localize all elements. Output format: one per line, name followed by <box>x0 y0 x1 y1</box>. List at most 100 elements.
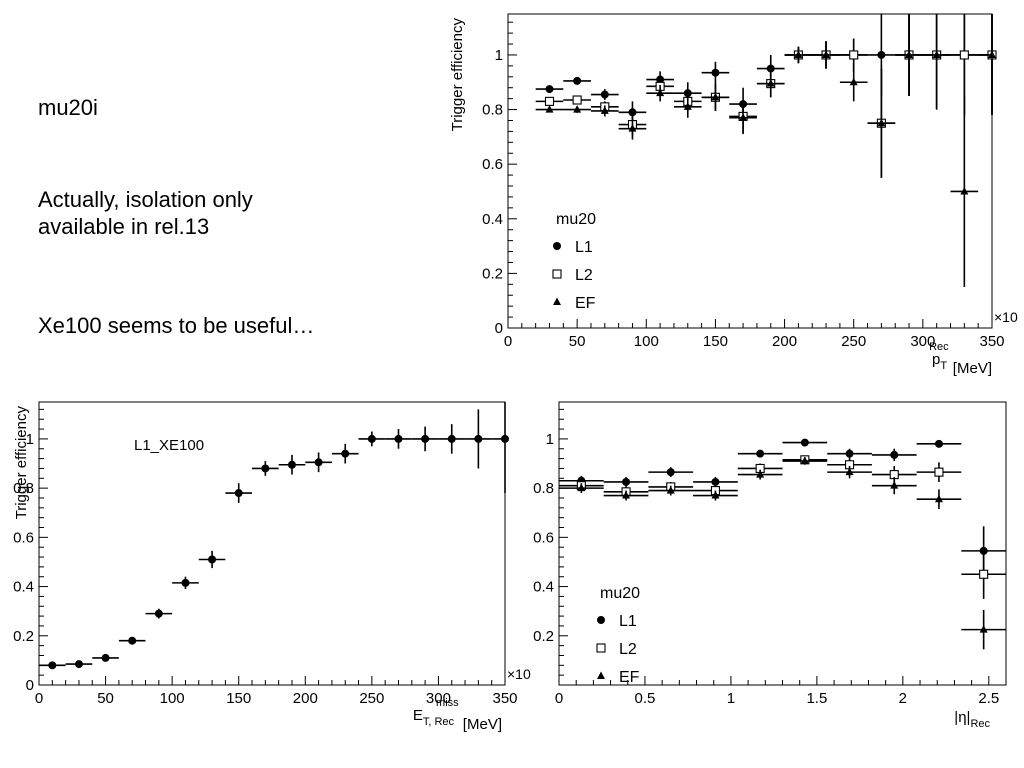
x-tick-label: 0 <box>504 333 512 350</box>
data-point <box>128 636 137 645</box>
x-tick-label: 100 <box>634 333 659 350</box>
y-tick-label: 0 <box>26 677 34 694</box>
data-point <box>314 458 323 467</box>
x-tick-label: 100 <box>160 690 185 707</box>
data-point <box>800 438 809 447</box>
legend: mu20 L1 L2 EF <box>596 585 640 686</box>
data-point <box>341 449 350 458</box>
data-point <box>628 108 637 117</box>
x-axis-label-sub: T <box>940 360 947 372</box>
x-tick-label: 350 <box>492 690 517 707</box>
data-point <box>711 491 720 499</box>
series-ef <box>559 456 1006 650</box>
data-point <box>683 102 692 110</box>
data-point <box>501 434 509 443</box>
legend-entry: L2 <box>619 641 637 658</box>
data-point <box>421 434 430 443</box>
x-tick-label: 1.5 <box>806 690 827 707</box>
chart-annotation: L1_XE100 <box>134 437 204 454</box>
data-point <box>600 90 609 99</box>
legend-marker <box>553 297 561 305</box>
data-point <box>849 77 858 86</box>
data-point <box>474 434 483 443</box>
data-point <box>447 434 456 443</box>
data-point <box>48 661 57 670</box>
data-point <box>794 50 803 58</box>
data-point <box>711 68 720 77</box>
legend-entry: EF <box>575 295 596 312</box>
legend-entry: L1 <box>619 613 637 630</box>
x-axis-label-main: E <box>413 707 423 724</box>
data-point <box>845 449 854 458</box>
data-point <box>849 50 859 60</box>
data-point <box>766 64 775 73</box>
data-point <box>959 50 969 60</box>
y-tick-label: 0.8 <box>533 480 554 497</box>
legend-marker <box>597 671 605 679</box>
y-tick-label: 0.2 <box>13 628 34 645</box>
data-point <box>261 464 270 473</box>
note-line: mu20i <box>38 95 98 120</box>
x-tick-label: 150 <box>226 690 251 707</box>
x-tick-label: 150 <box>703 333 728 350</box>
x-axis-label: pT Rec [MeV] <box>929 341 992 377</box>
efficiency-vs-pt-chart: 0 50 100 150 200 250 300 350 0 0.2 0.4 0.6 0.8 1 ×10 Tr… <box>449 13 1018 377</box>
y-axis-label: Trigger efficiency <box>13 406 30 520</box>
x-tick-label: 0.5 <box>635 690 656 707</box>
x-axis-label-sup: Rec <box>929 341 949 353</box>
data-point <box>656 88 665 97</box>
y-tick-label: 0 <box>495 320 503 337</box>
x-axis-label-unit: [MeV] <box>459 716 502 733</box>
data-point <box>934 439 943 448</box>
data-point <box>890 481 899 489</box>
x-tick-label: 350 <box>979 333 1004 350</box>
note-line: available in rel.13 <box>38 214 210 239</box>
y-tick-label: 1 <box>546 431 554 448</box>
legend-entry: L2 <box>575 267 593 284</box>
data-point <box>101 653 110 662</box>
x-tick-label: 50 <box>569 333 586 350</box>
x-tick-label: 250 <box>359 690 384 707</box>
data-point <box>877 118 886 127</box>
data-point <box>711 477 720 486</box>
data-point <box>181 578 190 587</box>
data-point <box>756 470 765 478</box>
data-point <box>845 467 854 476</box>
legend-entry: L1 <box>575 239 593 256</box>
series-l1 <box>559 438 1006 576</box>
data-point <box>74 660 83 669</box>
x-axis-multiplier: ×10 <box>994 309 1018 325</box>
x-tick-label: 300 <box>426 690 451 707</box>
data-point <box>622 477 631 486</box>
data-point <box>666 486 675 494</box>
x-tick-label: 1 <box>727 690 735 707</box>
y-axis-label: Trigger efficiency <box>449 18 466 132</box>
x-tick-label: 0 <box>555 690 563 707</box>
y-tick-label: 0.6 <box>533 529 554 546</box>
legend-marker <box>552 269 562 279</box>
x-tick-label: 0 <box>35 690 43 707</box>
slide-note-isolation: Actually, isolation only available in re… <box>38 186 253 240</box>
x-tick-label: 200 <box>772 333 797 350</box>
data-point <box>545 105 554 113</box>
data-point <box>287 460 296 469</box>
plot-frame <box>507 13 993 329</box>
data-point <box>739 113 748 121</box>
data-point <box>934 467 944 477</box>
legend-marker <box>553 242 561 250</box>
y-tick-label: 0.4 <box>13 579 34 596</box>
x-axis-label-main: |η| <box>954 709 970 726</box>
data-point <box>890 450 899 459</box>
x-tick-label: 200 <box>293 690 318 707</box>
series-l1-xe100 <box>39 402 509 670</box>
data-point <box>800 456 809 465</box>
x-axis-label-sub: Rec <box>970 718 990 730</box>
data-point <box>960 186 969 195</box>
slide-note-mu20i: mu20i <box>38 94 98 121</box>
legend-marker <box>597 616 605 624</box>
data-point <box>877 50 886 59</box>
x-tick-label: 250 <box>841 333 866 350</box>
y-tick-label: 1 <box>495 47 503 64</box>
data-point <box>573 105 582 113</box>
data-point <box>544 96 555 106</box>
